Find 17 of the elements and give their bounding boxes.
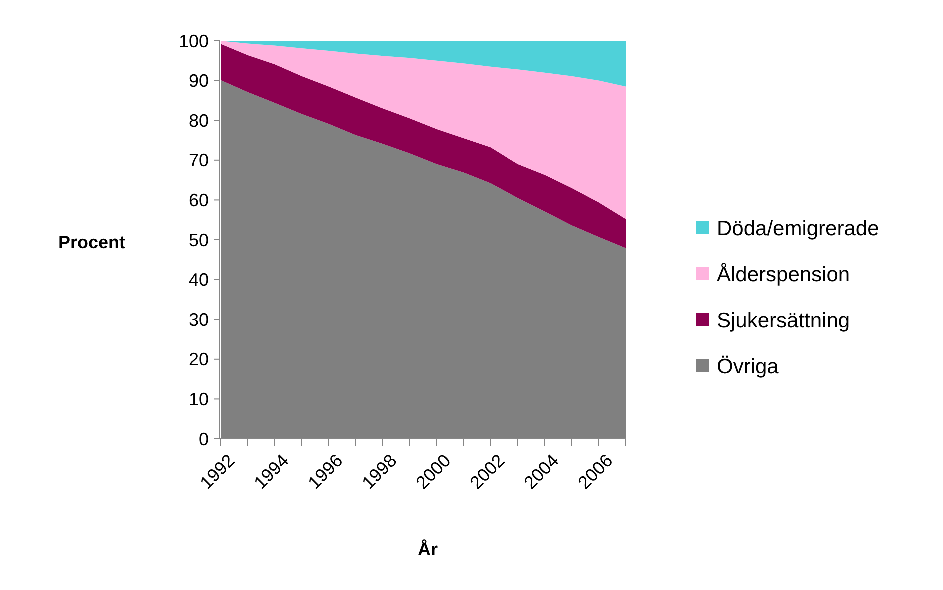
y-tick-label: 80 xyxy=(188,110,209,131)
legend-label: Döda/emigrerade xyxy=(717,217,880,240)
y-tick-label: 20 xyxy=(188,350,209,370)
y-tick-label: 30 xyxy=(188,310,209,330)
y-tick-label: 60 xyxy=(188,190,209,210)
legend-label: Ålderspension xyxy=(717,262,850,286)
y-tick-label: 10 xyxy=(188,390,209,410)
y-tick-label: 50 xyxy=(188,230,209,250)
x-axis-title: År xyxy=(418,539,438,560)
y-axis-title: Procent xyxy=(58,232,126,252)
y-tick-label: 70 xyxy=(188,150,209,171)
y-tick-label: 90 xyxy=(188,71,209,92)
legend-label: Sjukersättning xyxy=(717,309,850,332)
y-tick-label: 100 xyxy=(178,31,209,52)
y-tick-label: 0 xyxy=(198,429,209,450)
y-tick-label: 40 xyxy=(188,270,209,290)
legend-label: Övriga xyxy=(717,355,780,378)
